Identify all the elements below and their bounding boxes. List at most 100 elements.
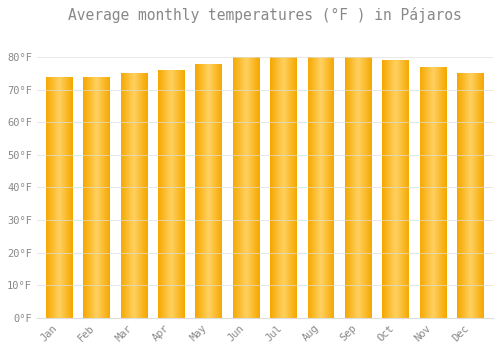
- Bar: [121, 74, 122, 318]
- Bar: [357, 57, 358, 318]
- Bar: [402, 61, 403, 318]
- Bar: [210, 64, 211, 318]
- Bar: [160, 70, 162, 318]
- Bar: [363, 57, 364, 318]
- Bar: [270, 57, 271, 318]
- Bar: [207, 64, 208, 318]
- Bar: [288, 57, 289, 318]
- Bar: [295, 57, 296, 318]
- Bar: [364, 57, 365, 318]
- Bar: [46, 77, 47, 318]
- Bar: [59, 77, 60, 318]
- Bar: [308, 57, 309, 318]
- Bar: [444, 67, 446, 318]
- Bar: [98, 77, 100, 318]
- Bar: [329, 57, 330, 318]
- Bar: [429, 67, 430, 318]
- Bar: [126, 74, 128, 318]
- Bar: [180, 70, 181, 318]
- Bar: [403, 61, 404, 318]
- Bar: [459, 74, 460, 318]
- Bar: [170, 70, 171, 318]
- Bar: [292, 57, 293, 318]
- Bar: [394, 61, 395, 318]
- Bar: [278, 57, 279, 318]
- Bar: [314, 57, 315, 318]
- Bar: [244, 57, 245, 318]
- Bar: [144, 74, 145, 318]
- Bar: [140, 74, 141, 318]
- Bar: [100, 77, 102, 318]
- Bar: [282, 57, 283, 318]
- Title: Average monthly temperatures (°F ) in Pájaros: Average monthly temperatures (°F ) in Pá…: [68, 7, 462, 23]
- Bar: [318, 57, 319, 318]
- Bar: [235, 57, 236, 318]
- Bar: [158, 70, 160, 318]
- Bar: [179, 70, 180, 318]
- Bar: [370, 57, 371, 318]
- Bar: [345, 57, 346, 318]
- Bar: [94, 77, 96, 318]
- Bar: [430, 67, 431, 318]
- Bar: [470, 74, 472, 318]
- Bar: [390, 61, 391, 318]
- Bar: [313, 57, 314, 318]
- Bar: [253, 57, 254, 318]
- Bar: [200, 64, 201, 318]
- Bar: [89, 77, 90, 318]
- Bar: [389, 61, 390, 318]
- Bar: [124, 74, 126, 318]
- Bar: [48, 77, 49, 318]
- Bar: [109, 77, 110, 318]
- Bar: [128, 74, 130, 318]
- Bar: [404, 61, 405, 318]
- Bar: [272, 57, 273, 318]
- Bar: [251, 57, 252, 318]
- Bar: [366, 57, 367, 318]
- Bar: [102, 77, 104, 318]
- Bar: [242, 57, 243, 318]
- Bar: [106, 77, 108, 318]
- Bar: [218, 64, 219, 318]
- Bar: [323, 57, 324, 318]
- Bar: [249, 57, 250, 318]
- Bar: [465, 74, 466, 318]
- Bar: [139, 74, 140, 318]
- Bar: [393, 61, 394, 318]
- Bar: [421, 67, 422, 318]
- Bar: [247, 57, 248, 318]
- Bar: [68, 77, 70, 318]
- Bar: [252, 57, 253, 318]
- Bar: [168, 70, 170, 318]
- Bar: [142, 74, 143, 318]
- Bar: [406, 61, 408, 318]
- Bar: [141, 74, 142, 318]
- Bar: [236, 57, 237, 318]
- Bar: [436, 67, 438, 318]
- Bar: [352, 57, 353, 318]
- Bar: [208, 64, 209, 318]
- Bar: [108, 77, 109, 318]
- Bar: [478, 74, 480, 318]
- Bar: [326, 57, 327, 318]
- Bar: [184, 70, 185, 318]
- Bar: [346, 57, 347, 318]
- Bar: [256, 57, 257, 318]
- Bar: [96, 77, 98, 318]
- Bar: [371, 57, 372, 318]
- Bar: [277, 57, 278, 318]
- Bar: [327, 57, 328, 318]
- Bar: [54, 77, 55, 318]
- Bar: [435, 67, 436, 318]
- Bar: [353, 57, 354, 318]
- Bar: [50, 77, 51, 318]
- Bar: [392, 61, 393, 318]
- Bar: [143, 74, 144, 318]
- Bar: [365, 57, 366, 318]
- Bar: [324, 57, 325, 318]
- Bar: [250, 57, 251, 318]
- Bar: [57, 77, 58, 318]
- Bar: [386, 61, 387, 318]
- Bar: [56, 77, 57, 318]
- Bar: [330, 57, 331, 318]
